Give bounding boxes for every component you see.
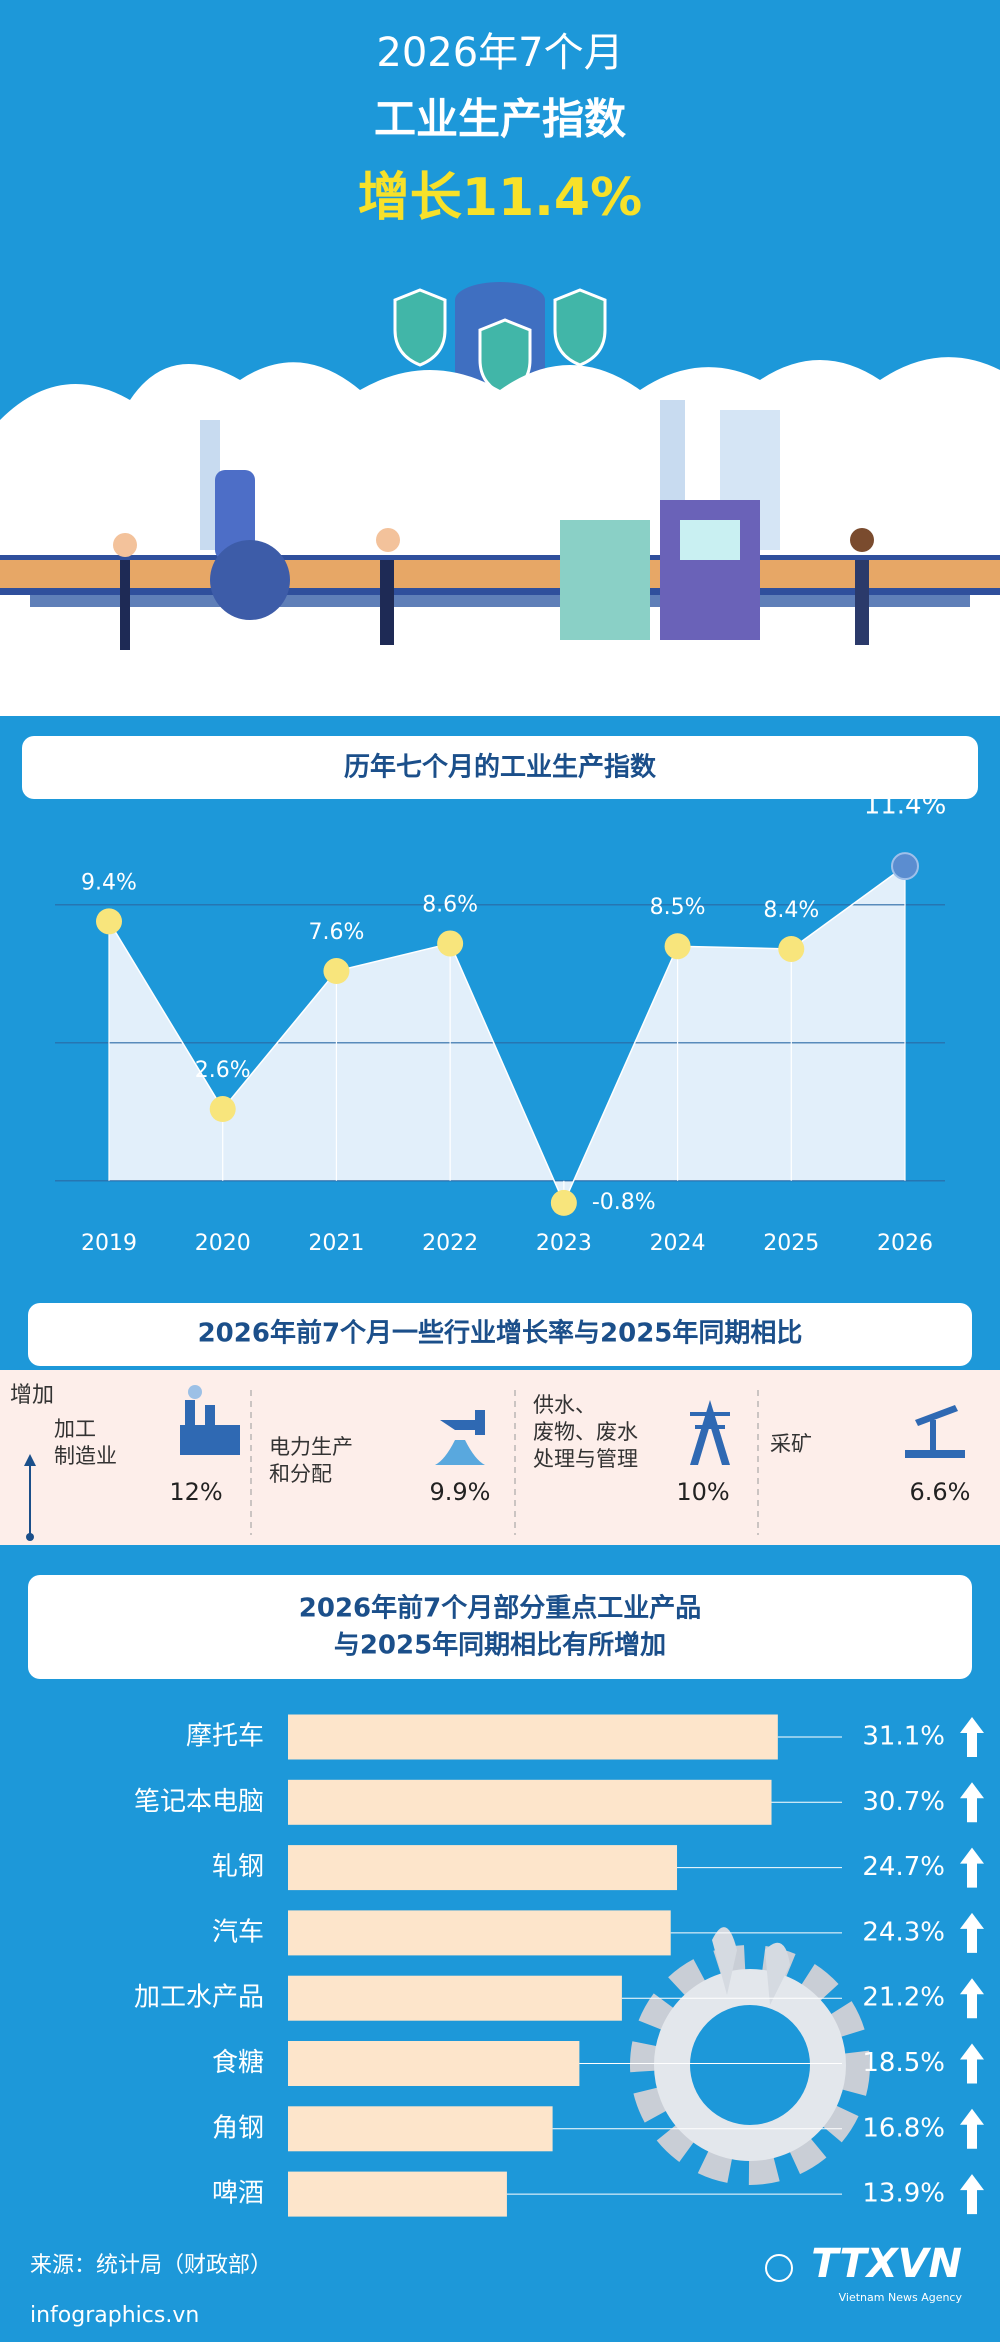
bar: [288, 2171, 507, 2217]
value-label: 7.6%: [308, 920, 364, 945]
value-label: 24.7%: [862, 1852, 945, 1882]
value-label: 18.5%: [862, 2048, 945, 2078]
bar: [288, 1910, 671, 1956]
line: [108, 865, 906, 1205]
value-label: 8.4%: [763, 898, 819, 923]
up-arrow: [960, 1978, 984, 2019]
point: [778, 935, 805, 962]
up-arrow: [960, 2174, 984, 2215]
sector-label: 电力生产: [269, 1435, 353, 1459]
header-title: 2026年7个月: [376, 30, 623, 76]
value-label: 2.6%: [195, 1058, 251, 1083]
sectors-title: 2026年前7个月一些行业增长率与2025年同期相比: [198, 1318, 803, 1349]
x-tick-label: 2024: [650, 1231, 706, 1256]
x-tick-label: 2023: [536, 1231, 592, 1256]
sector-value: 6.6%: [910, 1478, 971, 1506]
sector-label: 制造业: [54, 1444, 117, 1468]
category-label: 食糖: [212, 2048, 264, 2078]
up-arrow: [960, 1912, 984, 1953]
site: infographics.vn: [30, 2303, 199, 2328]
line-chart: 9.4%20192.6%20207.6%20218.6%2022-0.8%202…: [55, 791, 946, 1256]
value-label: 16.8%: [862, 2113, 945, 2143]
sector-value: 10%: [676, 1478, 729, 1506]
sectors-axis-label: 增加: [10, 1383, 54, 1408]
up-arrow: [960, 2108, 984, 2149]
bar: [288, 1975, 622, 2021]
bar: [288, 1845, 678, 1891]
header-highlight: 增长11.4%: [358, 168, 642, 228]
sector-icons: [180, 1385, 965, 1465]
agency: Vietnam News Agency: [839, 2291, 963, 2304]
category-label: 摩托车: [186, 1722, 264, 1752]
arrow-tail: [26, 1533, 34, 1541]
point: [664, 933, 691, 960]
sector-label: 和分配: [269, 1462, 332, 1486]
bar: [288, 1779, 772, 1825]
x-tick-label: 2021: [308, 1231, 364, 1256]
bar-chart-title: 2026年前7个月部分重点工业产品: [299, 1593, 701, 1624]
sector-value: 9.9%: [430, 1478, 491, 1506]
sector-label: 加工: [54, 1417, 96, 1441]
point: [437, 930, 464, 957]
copyright-mark: [765, 2254, 793, 2282]
point: [891, 852, 919, 881]
bar-chart-title: 与2025年同期相比有所增加: [334, 1630, 666, 1661]
value-label: 9.4%: [81, 870, 137, 895]
point: [96, 908, 122, 935]
category-label: 啤酒: [212, 2179, 264, 2209]
sector-value: 12%: [169, 1478, 222, 1506]
value-label: 8.6%: [422, 892, 478, 917]
section-header: [28, 1575, 972, 1679]
bar-chart: 摩托车 31.1% 笔记本电脑 30.7% 轧钢 24.7% 汽车 24.3% 加工水产品 21.…: [134, 1714, 984, 2217]
bar: [288, 1714, 778, 1760]
line-chart-title: 历年七个月的工业生产指数: [344, 752, 657, 783]
header-subtitle: 工业生产指数: [374, 95, 626, 144]
category-label: 轧钢: [212, 1852, 264, 1882]
section-header: [22, 736, 978, 799]
sector-label: 采矿: [770, 1432, 812, 1456]
arrow-head: [24, 1454, 36, 1466]
value-label: 13.9%: [862, 2179, 945, 2209]
x-tick-label: 2019: [81, 1231, 137, 1256]
point: [550, 1189, 577, 1216]
category-label: 加工水产品: [134, 1983, 264, 2013]
sectors-panel: [0, 1370, 1000, 1545]
up-arrow: [960, 1782, 984, 1823]
sector-label: 废物、废水: [533, 1420, 638, 1444]
logo: TTXVN: [811, 2241, 962, 2287]
up-arrow: [960, 1717, 984, 1757]
x-tick-label: 2026: [877, 1231, 933, 1256]
point: [323, 958, 350, 985]
gear: [630, 1927, 870, 2185]
category-label: 角钢: [212, 2113, 264, 2143]
category-label: 汽车: [212, 1917, 264, 1947]
x-tick-label: 2025: [763, 1231, 819, 1256]
x-tick-label: 2022: [422, 1231, 478, 1256]
bar: [288, 2041, 580, 2086]
value-label: 8.5%: [650, 895, 706, 920]
value-label: 11.4%: [864, 791, 947, 821]
value-label: 21.2%: [862, 1983, 945, 2013]
value-label: -0.8%: [592, 1190, 656, 1215]
point: [209, 1096, 236, 1123]
illustration: [0, 282, 1000, 716]
section-header: [28, 1303, 972, 1366]
value-label: 24.3%: [862, 1917, 945, 1947]
up-arrow: [960, 2043, 984, 2084]
category-label: 笔记本电脑: [134, 1787, 264, 1817]
source: 来源：统计局（财政部）: [30, 2253, 272, 2278]
up-arrow: [960, 1847, 984, 1888]
sector-label: 供水、: [533, 1393, 596, 1417]
bar: [288, 2106, 553, 2152]
area: [109, 866, 905, 1203]
sector-label: 处理与管理: [533, 1447, 638, 1471]
x-tick-label: 2020: [195, 1231, 251, 1256]
dividers: [250, 1390, 759, 1535]
value-label: 30.7%: [862, 1787, 945, 1817]
value-label: 31.1%: [862, 1722, 945, 1752]
